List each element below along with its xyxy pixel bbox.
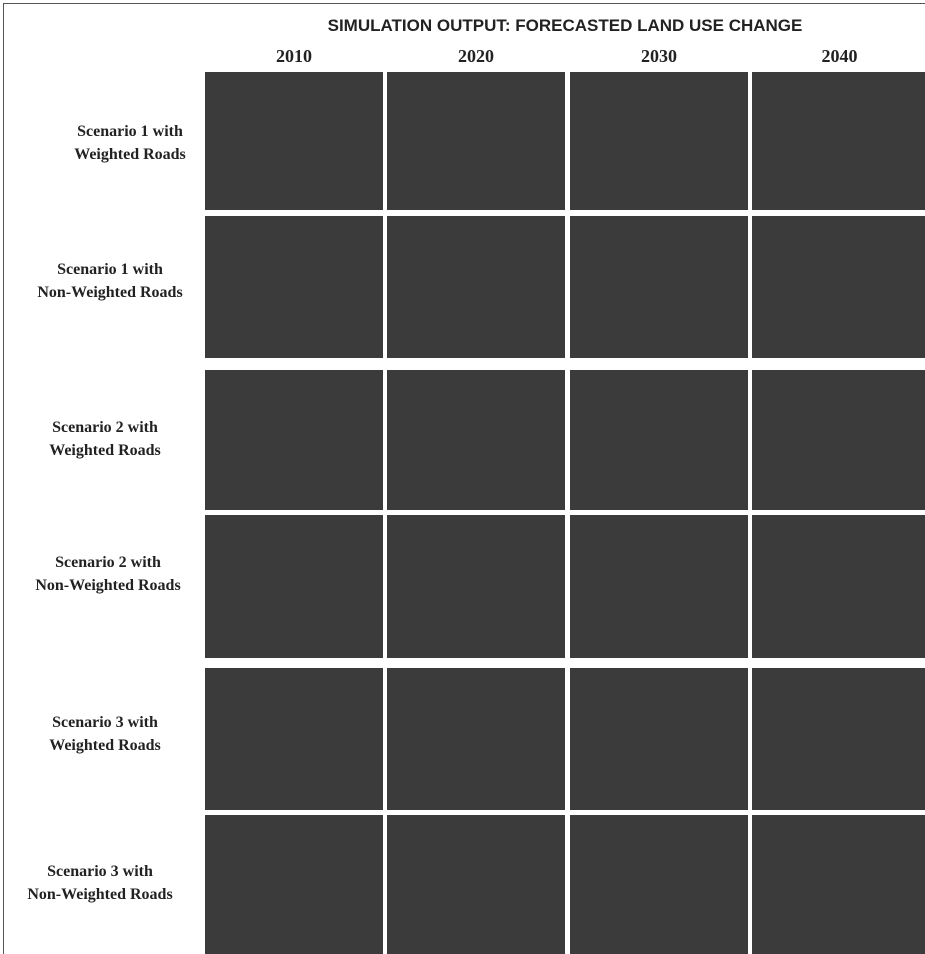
map-tile — [382, 810, 569, 954]
row-label-line: Scenario 2 with — [10, 416, 200, 439]
figure-title: SIMULATION OUTPUT: FORECASTED LAND USE C… — [205, 16, 925, 36]
row-label-line: Scenario 1 with — [35, 120, 225, 143]
map-tile — [565, 663, 752, 815]
row-label-line: Non-Weighted Roads — [15, 281, 205, 304]
row-label-line: Scenario 1 with — [15, 258, 205, 281]
row-label-line: Weighted Roads — [10, 734, 200, 757]
figure: SIMULATION OUTPUT: FORECASTED LAND USE C… — [0, 0, 925, 954]
column-header: 2030 — [570, 46, 748, 67]
row-label-line: Non-Weighted Roads — [13, 574, 203, 597]
map-tile — [200, 365, 387, 517]
column-header: 2020 — [387, 46, 565, 67]
map-tile — [382, 510, 569, 662]
map-tile — [747, 810, 925, 954]
map-tile — [747, 67, 925, 219]
row-label-line: Scenario 2 with — [13, 551, 203, 574]
map-tile — [382, 663, 569, 815]
map-tile — [200, 663, 387, 815]
map-tile — [565, 810, 752, 954]
map-tile — [200, 67, 387, 219]
map-tile — [747, 365, 925, 517]
map-tile — [747, 510, 925, 662]
map-tile — [565, 211, 752, 363]
map-tile — [200, 810, 387, 954]
map-tile — [200, 211, 387, 363]
map-tile — [200, 510, 387, 662]
map-tile — [565, 67, 752, 219]
column-header: 2040 — [752, 46, 925, 67]
row-label-line: Weighted Roads — [35, 143, 225, 166]
map-tile — [747, 211, 925, 363]
row-label-line: Non-Weighted Roads — [5, 883, 195, 906]
map-tile — [565, 510, 752, 662]
map-tile — [382, 211, 569, 363]
row-label-line: Weighted Roads — [10, 439, 200, 462]
column-header: 2010 — [205, 46, 383, 67]
map-tile — [747, 663, 925, 815]
row-label-line: Scenario 3 with — [5, 860, 195, 883]
map-tile — [382, 365, 569, 517]
map-tile — [382, 67, 569, 219]
map-tile — [565, 365, 752, 517]
row-label-line: Scenario 3 with — [10, 711, 200, 734]
